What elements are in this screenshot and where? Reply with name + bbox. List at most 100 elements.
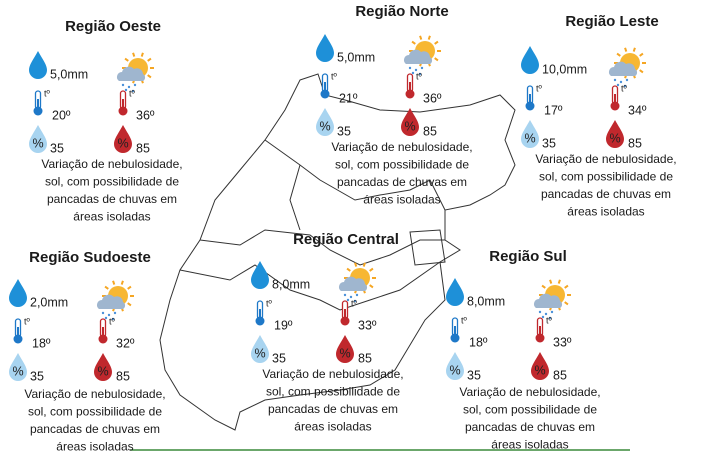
thermometer-fill	[454, 326, 456, 336]
region-description: Variação de nebulosidade,	[535, 152, 676, 166]
sun-ray	[346, 267, 351, 272]
region-border	[179, 261, 441, 311]
sun-ray	[411, 40, 416, 45]
thermometer-symbol: tº	[129, 88, 136, 98]
rain-dot	[131, 89, 135, 93]
region-description: áreas isoladas	[363, 193, 440, 207]
rain-drop-icon	[446, 278, 464, 306]
thermometer-fill	[102, 327, 104, 337]
region-description: Variação de nebulosidade,	[24, 387, 165, 401]
temp-max: 33º	[553, 335, 572, 349]
thermometer-symbol: tº	[24, 316, 31, 326]
humidity-max: 85	[136, 141, 150, 155]
drop-shape	[316, 108, 334, 136]
thermometer-symbol: tº	[546, 315, 553, 325]
sun-ray	[564, 284, 569, 289]
region-border	[199, 229, 445, 266]
rain-drop-icon	[521, 46, 539, 74]
drop-shape	[114, 125, 132, 153]
sun-ray	[639, 52, 644, 57]
rain-dot	[411, 71, 415, 75]
temp-max: 36º	[423, 91, 442, 105]
region-description: Variação de nebulosidade,	[331, 140, 472, 154]
temp-min: 20º	[52, 108, 71, 122]
sun-ray	[427, 35, 431, 40]
humidity-min: 35	[272, 351, 286, 365]
humidity-min-icon: %	[251, 335, 269, 363]
humidity-symbol: %	[97, 364, 108, 378]
region-description: Variação de nebulosidade,	[459, 385, 600, 399]
thermometer-icon: tº	[13, 316, 31, 344]
rain-dot	[544, 312, 548, 316]
sun-ray	[639, 69, 644, 74]
drop-shape	[29, 51, 47, 79]
humidity-max: 85	[358, 351, 372, 365]
thermometer-symbol: tº	[621, 83, 628, 93]
sun-ray	[549, 279, 553, 284]
drop-shape	[336, 335, 354, 363]
humidity-symbol: %	[534, 363, 545, 377]
humidity-min-icon: %	[446, 352, 464, 380]
rain-dot	[616, 83, 620, 87]
state-outline	[159, 73, 516, 431]
humidity-min-icon: %	[29, 125, 47, 153]
sun-ray	[140, 52, 144, 57]
rain-amount: 8,0mm	[467, 294, 505, 308]
region-title: Região Sul	[489, 248, 567, 265]
sun-cloud-icon	[339, 262, 376, 303]
temp-max: 34º	[628, 103, 647, 117]
region-description: pancadas de chuvas em	[30, 422, 160, 436]
sun-ray	[354, 262, 358, 267]
drop-shape	[251, 261, 269, 289]
humidity-max: 85	[116, 369, 130, 383]
temp-min: 18º	[32, 336, 51, 350]
region-description: áreas isoladas	[294, 420, 371, 434]
sun-ray	[369, 284, 374, 289]
thermometer-fill	[539, 326, 541, 336]
humidity-max: 85	[553, 368, 567, 382]
cloud	[117, 66, 146, 81]
thermometer-symbol: tº	[416, 71, 423, 81]
rain-dot	[619, 80, 623, 84]
cloud	[404, 49, 433, 64]
humidity-symbol: %	[609, 131, 620, 145]
humidity-min: 35	[337, 124, 351, 138]
region-description: pancadas de chuvas em	[337, 175, 467, 189]
thermometer-symbol: tº	[266, 298, 273, 308]
region-description: pancadas de chuvas em	[541, 187, 671, 201]
thermometer-symbol: tº	[536, 83, 543, 93]
region-title: Região Leste	[565, 13, 658, 30]
humidity-symbol: %	[404, 119, 415, 133]
drop-shape	[29, 125, 47, 153]
region-description: pancadas de chuvas em	[268, 402, 398, 416]
sun-ray	[624, 47, 628, 52]
thermometer-icon: tº	[340, 298, 358, 326]
drop-shape	[446, 352, 464, 380]
sun-ray	[632, 47, 636, 52]
region-description: Variação de nebulosidade,	[41, 157, 182, 171]
drop-shape	[9, 353, 27, 381]
sun-ray	[147, 57, 152, 62]
region-description: sol, com possibilidade de	[45, 175, 179, 189]
sun-ray	[147, 74, 152, 79]
sun-ray	[434, 40, 439, 45]
sun-cloud-icon	[534, 279, 571, 320]
rain-amount: 5,0mm	[50, 67, 88, 81]
thermometer-bulb	[320, 89, 330, 99]
humidity-max-icon: %	[336, 335, 354, 363]
thermometer-icon: tº	[450, 315, 468, 343]
sun-ray	[369, 267, 374, 272]
drop-shape	[9, 279, 27, 307]
region-description: áreas isoladas	[491, 438, 568, 452]
region-description: áreas isoladas	[56, 440, 133, 454]
sun-ray	[112, 280, 116, 285]
temp-max: 32º	[116, 336, 135, 350]
rain-dot	[113, 311, 117, 315]
region-description: sol, com possibilidade de	[28, 405, 162, 419]
rain-dot	[349, 295, 353, 299]
rain-dot	[127, 85, 131, 89]
rain-drop-icon	[29, 51, 47, 79]
temp-min: 18º	[469, 335, 488, 349]
thermometer-fill	[37, 99, 39, 109]
thermometer-bulb	[33, 106, 43, 116]
